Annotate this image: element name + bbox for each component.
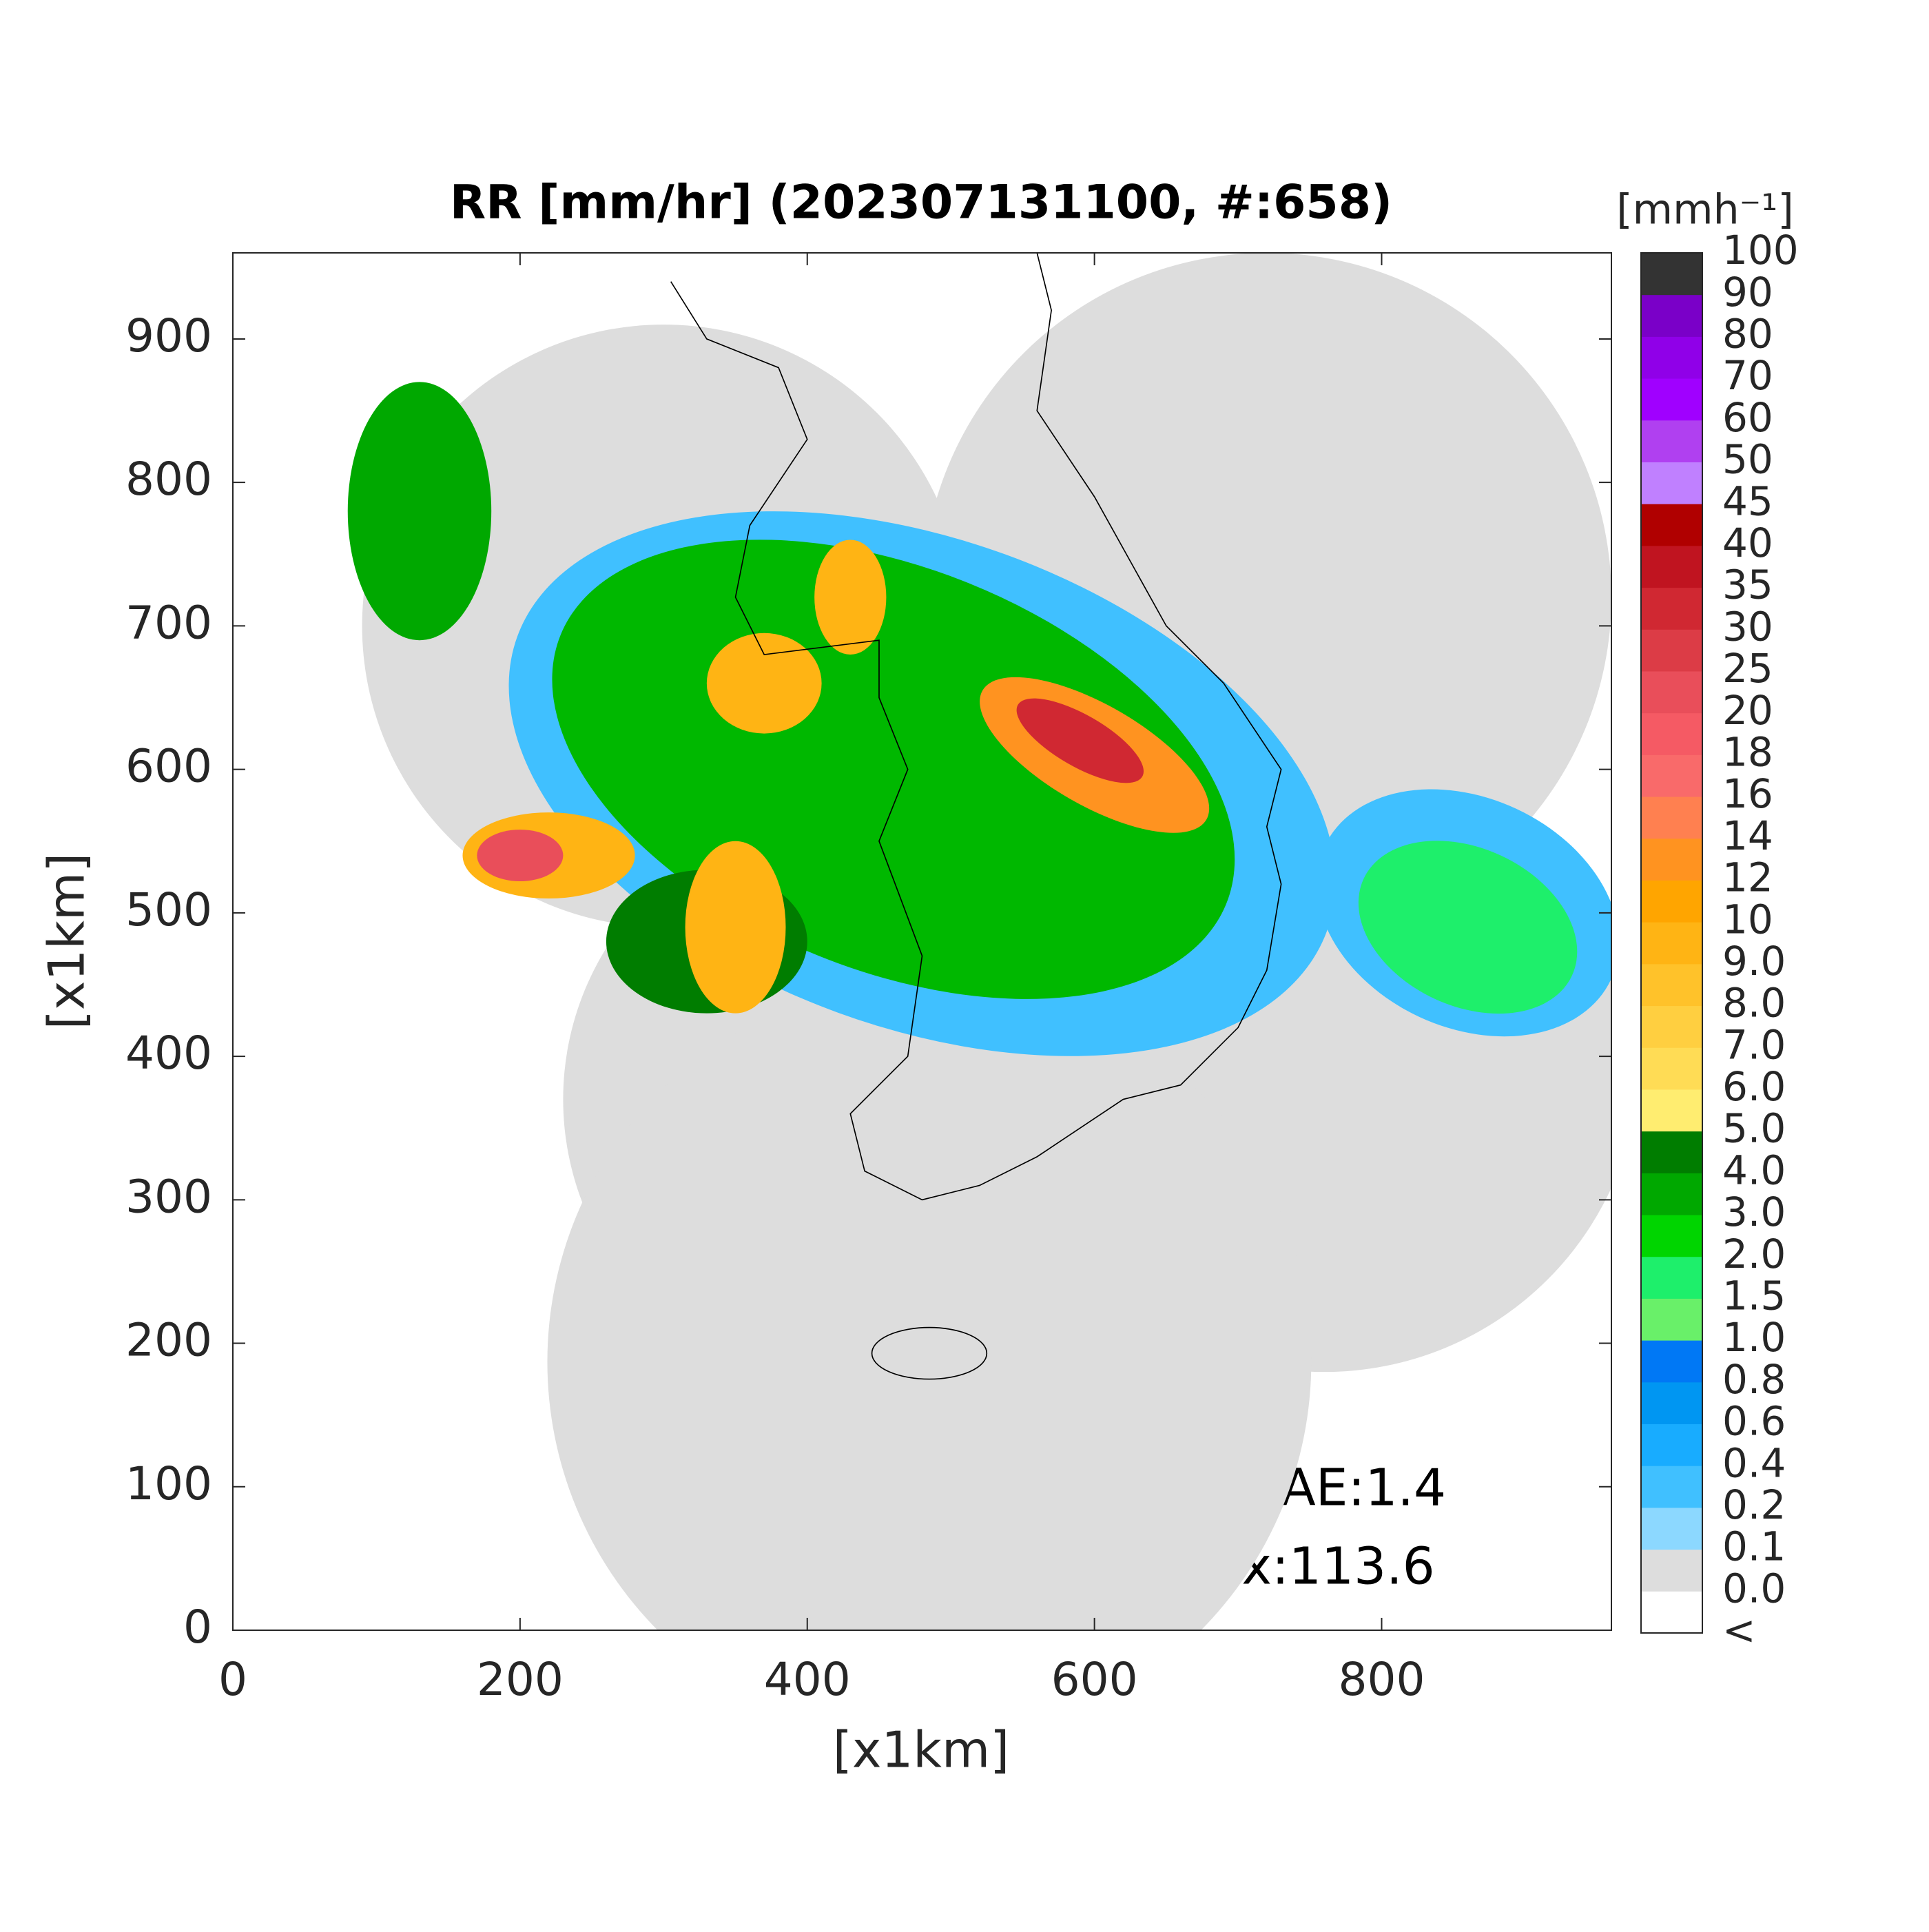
- colorbar-bin: [1641, 1256, 1702, 1299]
- colorbar-tick-label: 40: [1722, 520, 1773, 566]
- colorbar-bin: [1641, 1047, 1702, 1090]
- colorbar-tick-label: 12: [1722, 854, 1773, 901]
- colorbar-tick-label: 16: [1722, 770, 1773, 817]
- x-tick-label: 600: [1051, 1653, 1138, 1706]
- colorbar-tick-label: 4.0: [1722, 1147, 1786, 1193]
- y-tick-label: 400: [125, 1027, 212, 1080]
- colorbar-tick-label: 70: [1722, 352, 1773, 399]
- y-tick-label: 800: [125, 453, 212, 506]
- colorbar-bin: [1641, 420, 1702, 462]
- colorbar-bin: [1641, 336, 1702, 379]
- colorbar-tick-label: 80: [1722, 311, 1773, 358]
- colorbar-tick-label: 100: [1722, 227, 1799, 274]
- colorbar-bin: [1641, 1424, 1702, 1466]
- colorbar-label: [mmh⁻¹]: [1616, 186, 1793, 234]
- colorbar-tick-label: 7.0: [1722, 1021, 1786, 1068]
- colorbar-bin: [1641, 1381, 1702, 1425]
- colorbar-bin: [1641, 1215, 1702, 1257]
- y-tick-label: 600: [125, 740, 212, 793]
- colorbar-tick-label: 5.0: [1722, 1105, 1786, 1152]
- colorbar-tick-label: 1.0: [1722, 1314, 1786, 1361]
- colorbar-tick-label: 60: [1722, 394, 1773, 441]
- colorbar-tick-label: 0.2: [1722, 1481, 1786, 1528]
- colorbar-bin: [1641, 1131, 1702, 1173]
- x-tick-label: 400: [764, 1653, 851, 1706]
- x-tick-label: 200: [477, 1653, 564, 1706]
- y-tick-label: 100: [125, 1457, 212, 1510]
- colorbar-tick-label: 0.4: [1722, 1439, 1786, 1486]
- colorbar-tick-label: 10: [1722, 896, 1773, 943]
- colorbar-bin: [1641, 629, 1702, 672]
- y-tick-label: 900: [125, 309, 212, 362]
- axes-frame: [232, 252, 1612, 1631]
- colorbar-tick-label: 9.0: [1722, 938, 1786, 985]
- colorbar-bin: [1641, 963, 1702, 1007]
- colorbar-bin: [1641, 1549, 1702, 1592]
- colorbar-tick-label: <: [1722, 1607, 1756, 1654]
- colorbar-bin: [1641, 1507, 1702, 1550]
- chart-title: RR [mm/hr] (202307131100, #:658): [450, 176, 1392, 230]
- colorbar-bin: [1641, 462, 1702, 504]
- colorbar-bin: [1641, 294, 1702, 337]
- x-tick-label: 800: [1339, 1653, 1425, 1706]
- colorbar-bin: [1641, 504, 1702, 546]
- colorbar-tick-label: 50: [1722, 436, 1773, 483]
- colorbar-tick-label: 45: [1722, 477, 1773, 524]
- colorbar-tick-label: 0.6: [1722, 1398, 1786, 1445]
- colorbar-bin: [1641, 880, 1702, 923]
- colorbar-bin: [1641, 1591, 1702, 1634]
- colorbar-bin: [1641, 670, 1702, 714]
- colorbar-bin: [1641, 754, 1702, 797]
- colorbar-tick-label: 1.5: [1722, 1273, 1786, 1319]
- colorbar-tick-label: 90: [1722, 269, 1773, 316]
- colorbar-tick-label: 25: [1722, 645, 1773, 692]
- y-axis-label: [x1km]: [38, 853, 96, 1029]
- colorbar-tick-label: 18: [1722, 728, 1773, 775]
- map-area: [347, 253, 1611, 1630]
- y-tick-label: 300: [125, 1170, 212, 1223]
- colorbar-bin: [1641, 545, 1702, 588]
- colorbar-tick-label: 6.0: [1722, 1063, 1786, 1110]
- colorbar-bin: [1641, 797, 1702, 839]
- colorbar-bin: [1641, 1173, 1702, 1215]
- colorbar-bin: [1641, 1089, 1702, 1132]
- y-tick-label: 200: [125, 1314, 212, 1367]
- y-tick-label: 700: [125, 596, 212, 649]
- colorbar-tick-label: 2.0: [1722, 1231, 1786, 1277]
- colorbar-tick-label: 20: [1722, 687, 1773, 734]
- colorbar-tick-label: 0.1: [1722, 1523, 1786, 1570]
- colorbar-tick-label: 30: [1722, 603, 1773, 650]
- colorbar-bin: [1641, 712, 1702, 755]
- map-layer: [347, 253, 1611, 1630]
- colorbar-bin: [1641, 587, 1702, 630]
- colorbar-frame: [1640, 252, 1703, 1634]
- coastline: [670, 253, 1282, 1380]
- colorbar-bin: [1641, 838, 1702, 881]
- colorbar-tick-label: 14: [1722, 812, 1773, 859]
- x-tick-label: 0: [218, 1653, 247, 1706]
- colorbar-tick-label: 35: [1722, 562, 1773, 608]
- y-tick-label: 0: [183, 1601, 212, 1654]
- colorbar-bin: [1641, 1466, 1702, 1508]
- colorbar-bin: [1641, 1005, 1702, 1048]
- colorbar-bin: [1641, 378, 1702, 421]
- y-tick-label: 500: [125, 883, 212, 936]
- colorbar-tick-label: 3.0: [1722, 1189, 1786, 1235]
- colorbar-tick-label: 0.8: [1722, 1356, 1786, 1403]
- colorbar-tick-label: 8.0: [1722, 980, 1786, 1027]
- colorbar-bin: [1641, 253, 1702, 296]
- colorbar-bin: [1641, 1298, 1702, 1341]
- colorbar-tick-label: 0.0: [1722, 1565, 1786, 1612]
- colorbar-bin: [1641, 1340, 1702, 1383]
- x-axis-label: [x1km]: [833, 1721, 1009, 1779]
- precipitation-area: [347, 382, 1611, 1056]
- colorbar-bin: [1641, 922, 1702, 965]
